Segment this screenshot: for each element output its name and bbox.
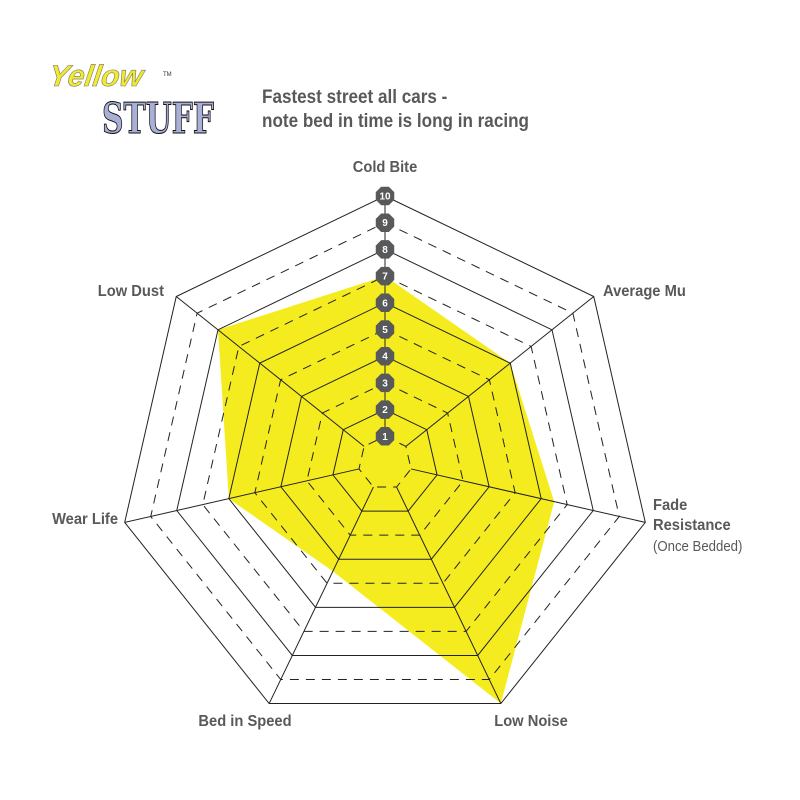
badge-octagon	[375, 400, 395, 419]
scale-badge-6: 6	[375, 293, 395, 313]
axis-label-fade: Fade	[653, 496, 688, 514]
grid-ring-4	[280, 355, 490, 560]
grid-ring-5	[254, 328, 516, 584]
axis-label-line2: Resistance	[653, 516, 731, 534]
badge-octagon	[375, 293, 395, 313]
badge-octagon	[375, 346, 395, 366]
axis-spoke-6	[175, 296, 365, 447]
scale-badge-5: 5	[375, 320, 395, 339]
grid-ring-2	[332, 409, 438, 512]
data-area	[218, 276, 555, 704]
axis-label-cold-bite: Cold Bite	[353, 158, 418, 176]
scale-label: 3	[382, 378, 388, 389]
badge-octagon	[375, 186, 395, 206]
axis-spoke-1	[405, 296, 595, 447]
grid-ring-3	[306, 382, 464, 536]
scale-badge-1: 1	[375, 427, 395, 446]
grid-ring-8	[176, 248, 594, 656]
scale-badge-3: 3	[375, 373, 395, 393]
badge-octagon	[375, 427, 395, 446]
axis-spoke-3	[396, 486, 502, 704]
logo-stuff-text: STUFF	[102, 94, 214, 143]
scale-label: 1	[382, 432, 388, 443]
chart-title: Fastest street all cars - note bed in ti…	[262, 86, 529, 134]
scale-label: 8	[382, 245, 388, 256]
grid-ring-1	[358, 435, 412, 488]
axis-spoke-4	[268, 486, 374, 704]
scale-badge-2: 2	[375, 400, 395, 419]
scale-badge-9: 9	[375, 213, 395, 232]
scale-badge-8: 8	[375, 240, 395, 259]
axis-spoke-5	[124, 468, 360, 523]
scale-badge-7: 7	[375, 266, 395, 286]
scale-label: 9	[382, 218, 388, 229]
title-line-2: note bed in time is long in racing	[262, 111, 529, 132]
grid-ring-7	[202, 275, 568, 632]
grid-ring-6	[228, 302, 542, 608]
scale-label: 7	[382, 272, 388, 283]
scale-label: 10	[379, 192, 391, 203]
scale-badge-4: 4	[375, 346, 395, 366]
badge-octagon	[375, 213, 395, 232]
axis-label-low-noise: Low Noise	[494, 712, 568, 730]
grid-ring-9	[150, 222, 620, 681]
scale-label: 4	[382, 352, 388, 363]
scale-label: 5	[382, 325, 388, 336]
axis-label-bed-in-speed: Bed in Speed	[198, 712, 291, 730]
axis-label-low-dust: Low Dust	[98, 282, 164, 300]
scale-badge-10: 10	[375, 186, 395, 206]
badge-octagon	[375, 373, 395, 393]
axis-spoke-2	[410, 468, 646, 523]
logo-yellow-text: Yellow	[47, 60, 148, 93]
badge-octagon	[375, 240, 395, 259]
axis-label-average-mu: Average Mu	[603, 282, 686, 300]
scale-label: 2	[382, 405, 388, 416]
logo-tm: TM	[163, 72, 172, 78]
scale-label: 6	[382, 298, 388, 309]
grid-ring-10	[124, 195, 646, 705]
badge-octagon	[375, 320, 395, 339]
title-line-1: Fastest street all cars -	[262, 87, 448, 108]
axis-label-wear-life: Wear Life	[52, 510, 118, 528]
badge-octagon	[375, 266, 395, 286]
axis-sublabel: (Once Bedded)	[653, 537, 742, 554]
